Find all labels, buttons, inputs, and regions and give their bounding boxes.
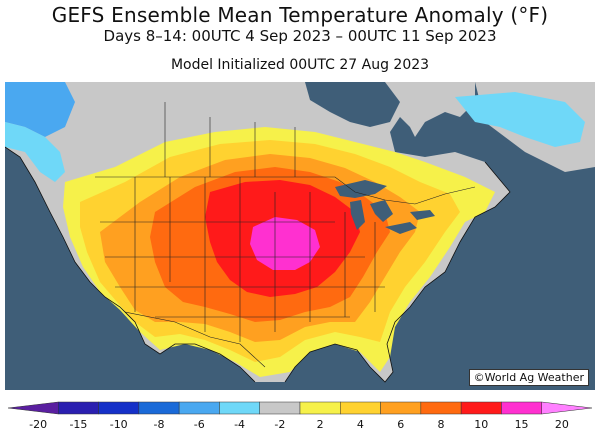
map-subtitle: Days 8–14: 00UTC 4 Sep 2023 – 00UTC 11 S… (103, 27, 497, 45)
map-canvas (5, 82, 595, 390)
copyright-label: ©World Ag Weather (468, 369, 589, 386)
colorbar: -20 -15 -10 -8 -6 -4 -2 2 4 6 8 10 15 20 (0, 400, 600, 433)
map-title: GEFS Ensemble Mean Temperature Anomaly (… (51, 3, 549, 27)
colorbar-bin (380, 401, 422, 415)
colorbar-tick-label: -8 (154, 418, 165, 431)
anomaly-cool-alaska-light (5, 122, 65, 182)
colorbar-bin (460, 401, 502, 415)
colorbar-bin (98, 401, 140, 415)
colorbar-bin (219, 401, 260, 415)
colorbar-bin (178, 401, 220, 415)
colorbar-bin (299, 401, 341, 415)
colorbar-tick-label: 15 (515, 418, 529, 431)
colorbar-bin (58, 401, 99, 415)
colorbar-tick-label: 4 (357, 418, 364, 431)
colorbar-bin (259, 401, 301, 415)
coastline (5, 146, 511, 383)
colorbar-bin (501, 401, 542, 415)
colorbar-tick-label: -15 (69, 418, 87, 431)
anomaly-map: ©World Ag Weather (5, 82, 595, 390)
hudson-bay (305, 82, 400, 127)
colorbar-bin (340, 401, 381, 415)
model-initialized-label: Model Initialized 00UTC 27 Aug 2023 (170, 57, 430, 73)
political-borders (95, 102, 476, 368)
colorbar-tick-label: -20 (29, 418, 47, 431)
colorbar-bin (541, 401, 593, 415)
colorbar-tick-label: -4 (234, 418, 245, 431)
anomaly-cool-northeast (455, 92, 585, 147)
colorbar-tick-label: -10 (110, 418, 128, 431)
anomaly-cool-alaska (5, 82, 75, 137)
colorbar-tick-label: -2 (274, 418, 285, 431)
colorbar-tick-label: 8 (438, 418, 445, 431)
colorbar-svg: -20 -15 -10 -8 -6 -4 -2 2 4 6 8 10 15 20 (7, 401, 593, 431)
colorbar-tick-label: 20 (555, 418, 569, 431)
colorbar-bin (420, 401, 462, 415)
colorbar-tick-label: 2 (317, 418, 324, 431)
colorbar-bin (7, 401, 59, 415)
colorbar-tick-label: 6 (397, 418, 404, 431)
colorbar-tick-label: -6 (194, 418, 205, 431)
colorbar-tick-label: 10 (474, 418, 488, 431)
colorbar-bin (138, 401, 180, 415)
